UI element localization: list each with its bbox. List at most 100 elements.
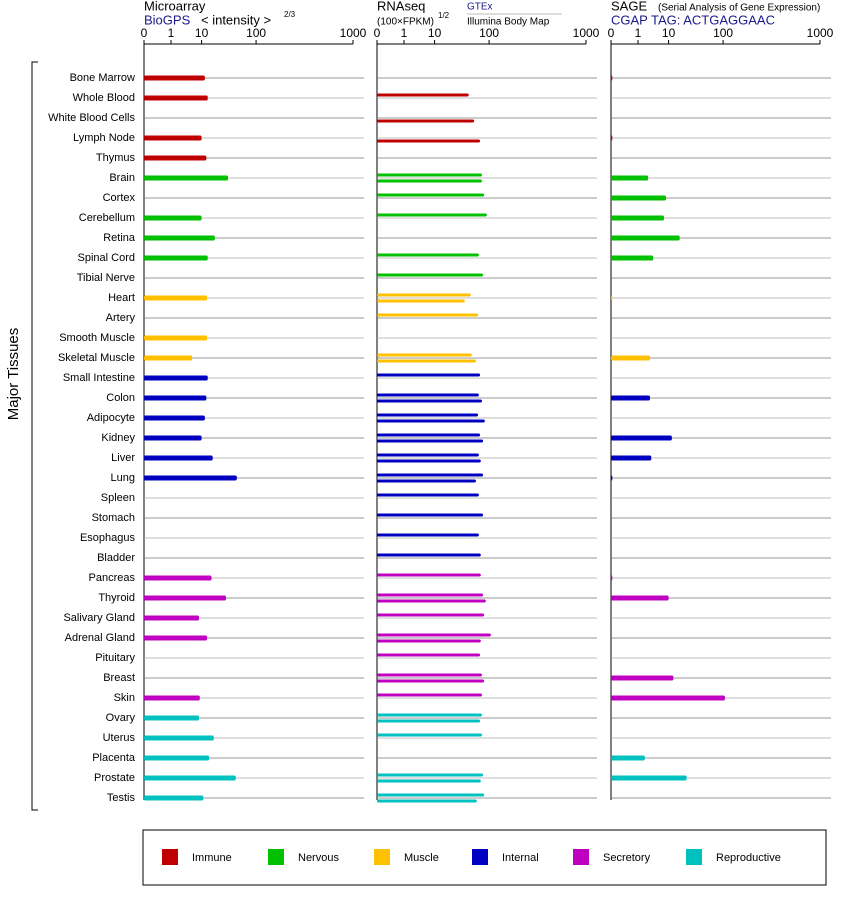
- bar: [377, 299, 465, 303]
- x-tick-label: 100: [713, 26, 733, 40]
- bar: [377, 459, 481, 463]
- bar: [144, 775, 236, 781]
- bar: [144, 475, 237, 481]
- tissue-label: Pancreas: [89, 572, 136, 584]
- bracket: [31, 61, 38, 811]
- tissue-label: Smooth Muscle: [59, 332, 135, 344]
- x-tick-label: 0: [374, 26, 381, 40]
- bar: [377, 419, 485, 423]
- tissue-label: Breast: [103, 672, 135, 684]
- bar: [611, 135, 613, 141]
- bar: [377, 533, 479, 537]
- bar: [377, 439, 484, 443]
- bar: [377, 493, 479, 497]
- bar: [611, 175, 649, 181]
- bar: [377, 719, 481, 723]
- bar: [377, 413, 479, 417]
- bar: [144, 75, 205, 81]
- bar: [611, 435, 672, 441]
- tissue-label: Cortex: [103, 192, 136, 204]
- x-tick-label: 1000: [807, 26, 834, 40]
- bar: [611, 475, 613, 481]
- bar: [144, 215, 202, 221]
- bar: [144, 755, 210, 761]
- panel-source: BioGPS: [144, 12, 191, 27]
- panel-title: RNAseq: [377, 0, 425, 13]
- x-tick-label: 1: [168, 26, 175, 40]
- bar: [611, 215, 664, 221]
- bar: [377, 479, 476, 483]
- bar: [377, 573, 481, 577]
- bar: [377, 393, 479, 397]
- legend-swatch: [686, 849, 702, 865]
- bar: [377, 553, 481, 557]
- bar: [144, 595, 226, 601]
- bar: [377, 513, 484, 517]
- tissue-label: Esophagus: [80, 532, 136, 544]
- x-tick-label: 1: [635, 26, 642, 40]
- legend-swatch: [162, 849, 178, 865]
- tissue-label: Thyroid: [98, 592, 135, 604]
- tissue-label: Retina: [103, 232, 136, 244]
- bar: [377, 359, 476, 363]
- tissue-label: Skeletal Muscle: [58, 352, 135, 364]
- bar: [144, 95, 208, 101]
- legend-swatch: [374, 849, 390, 865]
- bar: [377, 593, 484, 597]
- tissue-label: Ovary: [106, 712, 136, 724]
- bar: [611, 595, 669, 601]
- bar: [377, 679, 485, 683]
- bar: [377, 693, 482, 697]
- x-tick-label: 10: [428, 26, 442, 40]
- panel-subtitle: (Serial Analysis of Gene Expression): [658, 3, 820, 14]
- x-tick-label: 100: [479, 26, 499, 40]
- bar: [611, 355, 650, 361]
- scale-exponent: 2/3: [284, 10, 296, 19]
- bar: [144, 415, 205, 421]
- bar: [377, 313, 479, 317]
- scale-label: (100×FPKM): [377, 17, 434, 28]
- legend-label: Reproductive: [716, 852, 781, 864]
- bar: [144, 435, 202, 441]
- bar: [377, 773, 484, 777]
- legend-swatch: [268, 849, 284, 865]
- bar: [377, 93, 469, 97]
- bar: [611, 675, 674, 681]
- tissue-label: Lung: [111, 472, 135, 484]
- bar: [144, 255, 208, 261]
- tissue-label: Spinal Cord: [78, 252, 135, 264]
- bar: [377, 713, 482, 717]
- tissue-label: Kidney: [101, 432, 135, 444]
- tissue-label: Uterus: [103, 732, 136, 744]
- tissue-label: Spleen: [101, 492, 135, 504]
- tissue-label: Artery: [106, 312, 136, 324]
- bar: [611, 455, 652, 461]
- bar: [377, 293, 471, 297]
- tissue-label: Adipocyte: [87, 412, 135, 424]
- tissue-label: Testis: [107, 792, 136, 804]
- tissue-label: Cerebellum: [79, 212, 135, 224]
- bar: [611, 255, 654, 261]
- x-tick-label: 0: [141, 26, 148, 40]
- legend-label: Secretory: [603, 852, 651, 864]
- bar: [144, 575, 212, 581]
- bar: [144, 175, 229, 181]
- bar: [377, 119, 475, 123]
- tissue-label: Placenta: [92, 752, 136, 764]
- bar: [611, 575, 613, 581]
- bar: [144, 335, 208, 341]
- bar: [144, 735, 214, 741]
- tissue-label: Tibial Nerve: [77, 272, 135, 284]
- tissue-label: Liver: [111, 452, 135, 464]
- bar: [144, 795, 204, 801]
- scale-label: < intensity >: [201, 12, 271, 27]
- legend-box: [142, 829, 827, 886]
- y-axis-label: Major Tissues: [5, 328, 22, 421]
- tissue-label: Bone Marrow: [70, 72, 135, 84]
- series-name: GTEx: [467, 2, 493, 13]
- bar: [144, 695, 200, 701]
- bar: [611, 775, 687, 781]
- bar: [377, 639, 481, 643]
- bar: [144, 235, 215, 241]
